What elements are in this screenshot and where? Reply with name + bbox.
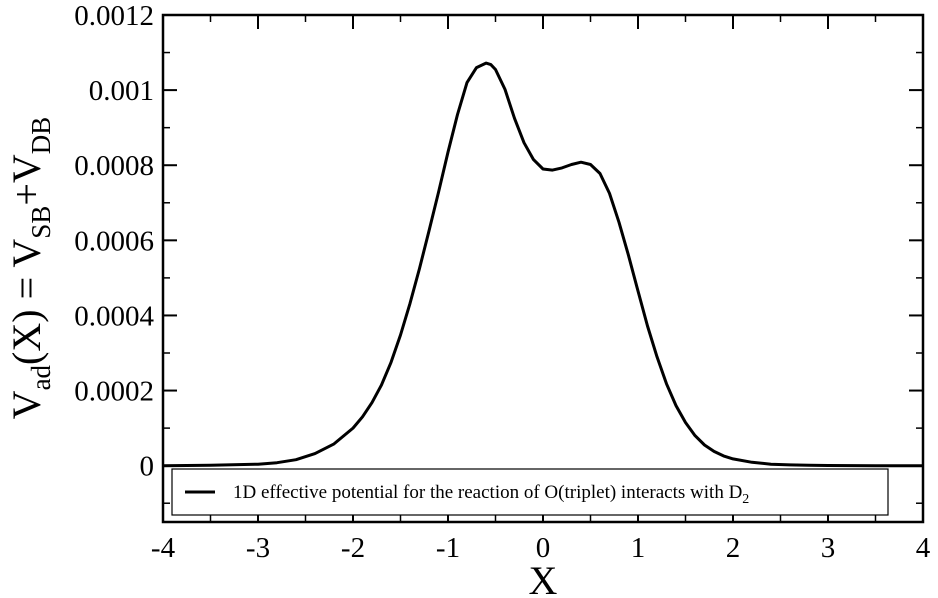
x-tick-label: 1 xyxy=(631,532,646,564)
legend-label: 1D effective potential for the reaction … xyxy=(233,482,749,507)
legend-box xyxy=(171,468,889,516)
x-tick-label: -1 xyxy=(436,532,460,564)
legend: 1D effective potential for the reaction … xyxy=(171,468,889,516)
y-tick-label: 0.0004 xyxy=(74,300,154,332)
y-tick-label: 0 xyxy=(140,451,155,483)
x-tick-label: -4 xyxy=(151,532,176,564)
x-tick-label: 0 xyxy=(536,532,551,564)
x-tick-label: 3 xyxy=(821,532,836,564)
tick-marks xyxy=(162,14,924,522)
x-tick-labels: -4 -3 -2 -1 0 1 2 3 4 xyxy=(151,532,931,564)
y-tick-label: 0.0002 xyxy=(74,376,154,408)
x-tick-label: 4 xyxy=(916,532,931,564)
plot-frame xyxy=(161,13,925,524)
y-tick-label: 0.001 xyxy=(89,75,154,107)
series-line xyxy=(162,61,923,468)
x-tick-label: -3 xyxy=(246,532,270,564)
y-tick-label: 0.0008 xyxy=(74,150,154,182)
y-tick-labels: 0 0.0002 0.0004 0.0006 0.0008 0.001 0.0012 xyxy=(74,0,154,483)
y-axis-title: Vad(X) = VSB+VDB xyxy=(4,117,56,420)
x-axis-title: X xyxy=(529,558,558,598)
x-tick-label: -2 xyxy=(341,532,365,564)
y-tick-label: 0.0012 xyxy=(74,0,154,32)
y-tick-label: 0.0006 xyxy=(74,225,154,257)
x-tick-label: 2 xyxy=(726,532,741,564)
